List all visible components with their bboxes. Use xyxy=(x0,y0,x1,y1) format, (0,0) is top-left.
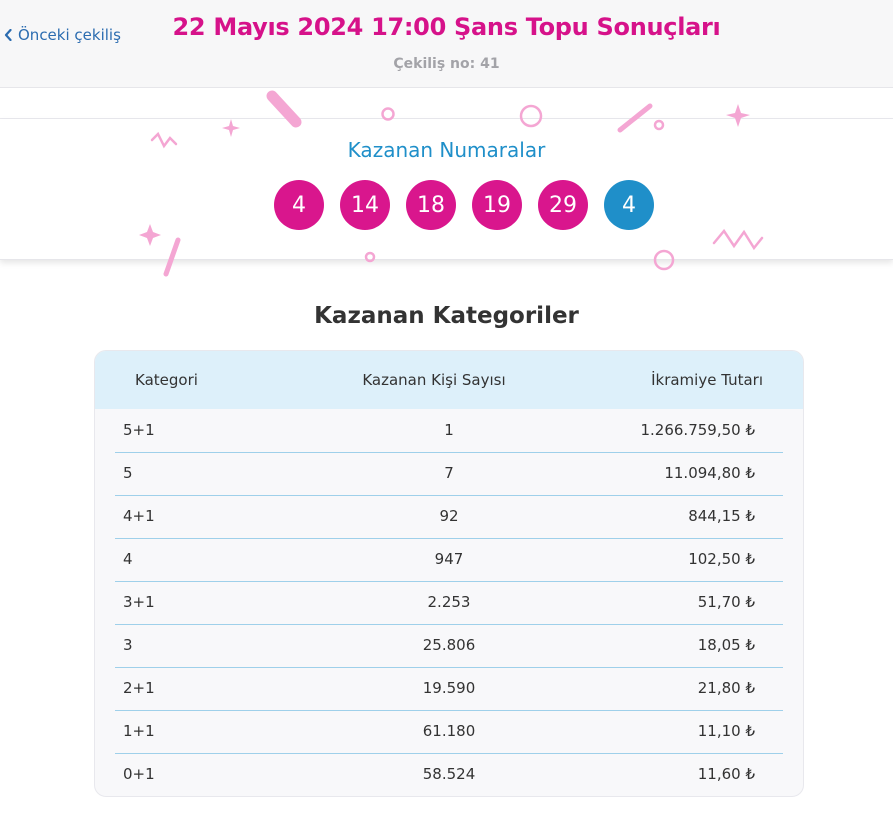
prize-cell: 844,15 ₺ xyxy=(688,507,755,525)
winning-balls: 4 14 18 19 29 4 xyxy=(274,180,654,230)
table-row: 1+1 61.180 11,10 ₺ xyxy=(115,710,783,754)
column-header-winners: Kazanan Kişi Sayısı xyxy=(362,371,506,389)
table-row: 4 947 102,50 ₺ xyxy=(115,538,783,582)
winners-cell: 947 xyxy=(434,550,464,568)
winners-cell: 2.253 xyxy=(427,593,471,611)
category-cell: 3 xyxy=(123,636,133,654)
prize-cell: 51,70 ₺ xyxy=(697,593,755,611)
category-cell: 1+1 xyxy=(123,722,155,740)
table-row: 5 7 11.094,80 ₺ xyxy=(115,452,783,496)
category-cell: 2+1 xyxy=(123,679,155,697)
number-ball: 29 xyxy=(538,180,588,230)
table-row: 2+1 19.590 21,80 ₺ xyxy=(115,667,783,711)
category-cell: 4 xyxy=(123,550,133,568)
prize-cell: 21,80 ₺ xyxy=(697,679,755,697)
table-row: 0+1 58.524 11,60 ₺ xyxy=(115,753,783,796)
prize-cell: 11.094,80 ₺ xyxy=(664,464,755,482)
draw-number: Çekiliş no: 41 xyxy=(393,56,500,72)
prize-cell: 1.266.759,50 ₺ xyxy=(640,421,755,439)
number-ball: 18 xyxy=(406,180,456,230)
winners-cell: 25.806 xyxy=(422,636,476,654)
winners-cell: 1 xyxy=(444,421,454,439)
number-ball: 4 xyxy=(274,180,324,230)
winners-cell: 19.590 xyxy=(422,679,476,697)
table-row: 5+1 1 1.266.759,50 ₺ xyxy=(115,409,783,453)
number-ball: 19 xyxy=(472,180,522,230)
bonus-ball: 4 xyxy=(604,180,654,230)
winning-numbers-title: Kazanan Numaralar xyxy=(347,138,546,162)
column-header-category: Kategori xyxy=(135,371,198,389)
winners-cell: 7 xyxy=(444,464,454,482)
category-cell: 5+1 xyxy=(123,421,155,439)
prize-cell: 11,60 ₺ xyxy=(697,765,755,783)
number-ball: 14 xyxy=(340,180,390,230)
prize-cell: 102,50 ₺ xyxy=(688,550,755,568)
chevron-left-icon xyxy=(4,29,12,41)
prize-cell: 11,10 ₺ xyxy=(697,722,755,740)
table-row: 3+1 2.253 51,70 ₺ xyxy=(115,581,783,625)
table-row: 4+1 92 844,15 ₺ xyxy=(115,495,783,539)
previous-draw-link[interactable]: Önceki çekiliş xyxy=(4,26,121,44)
prize-cell: 18,05 ₺ xyxy=(697,636,755,654)
page-header: Önceki çekiliş 22 Mayıs 2024 17:00 Şans … xyxy=(0,0,893,88)
winners-cell: 92 xyxy=(439,507,459,525)
column-header-prize: İkramiye Tutarı xyxy=(651,371,763,389)
winning-categories-table: Kategori Kazanan Kişi Sayısı İkramiye Tu… xyxy=(94,350,804,797)
winners-cell: 61.180 xyxy=(422,722,476,740)
category-cell: 3+1 xyxy=(123,593,155,611)
category-cell: 0+1 xyxy=(123,765,155,783)
category-cell: 5 xyxy=(123,464,133,482)
previous-draw-label: Önceki çekiliş xyxy=(18,26,121,44)
divider xyxy=(0,118,893,119)
category-cell: 4+1 xyxy=(123,507,155,525)
winners-cell: 58.524 xyxy=(422,765,476,783)
table-row: 3 25.806 18,05 ₺ xyxy=(115,624,783,668)
page-title: 22 Mayıs 2024 17:00 Şans Topu Sonuçları xyxy=(172,13,721,41)
table-header: Kategori Kazanan Kişi Sayısı İkramiye Tu… xyxy=(95,351,803,409)
categories-title: Kazanan Kategoriler xyxy=(314,303,579,329)
